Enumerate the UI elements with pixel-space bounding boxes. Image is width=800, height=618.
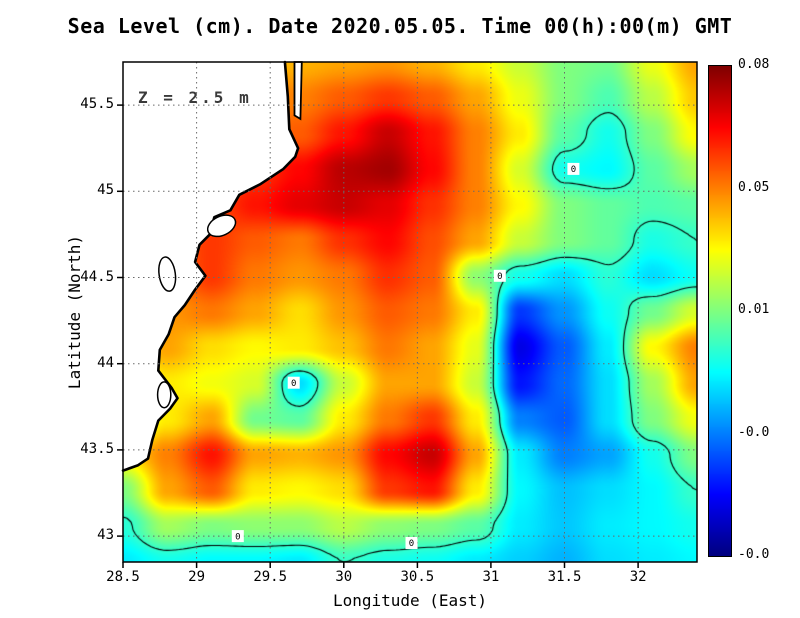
x-axis-label: Longitude (East) (332, 591, 488, 610)
y-axis-label: Latitude (North) (65, 234, 84, 390)
y-tick-label: 44.5 (80, 268, 114, 285)
colorbar-label: 0.08 (738, 57, 770, 72)
x-tick-label: 28.5 (106, 569, 140, 585)
x-tick-label: 29 (188, 569, 205, 585)
colorbar-label: 0.05 (738, 179, 770, 195)
y-tick-label: 45 (97, 182, 114, 199)
x-tick-label: 29.5 (253, 569, 288, 585)
y-tick-label: 45.5 (80, 96, 114, 113)
colorbar-label: -0.0 (738, 424, 770, 440)
y-tick-label: 43 (97, 527, 114, 544)
y-tick-label: 43.5 (80, 440, 114, 457)
colorbar-label: 0.01 (738, 302, 770, 317)
chart-title: Sea Level (cm). Date 2020.05.05. Time 00… (67, 14, 733, 38)
x-tick-label: 31 (482, 569, 500, 585)
heatmap-canvas (123, 62, 697, 562)
colorbar-gradient (708, 65, 732, 557)
depth-annotation: Z = 2.5 m (138, 88, 252, 107)
x-tick-label: 30 (335, 569, 353, 585)
x-tick-label: 31.5 (547, 569, 582, 585)
x-tick-label: 30.5 (400, 569, 435, 585)
colorbar-label: -0.0 (738, 547, 770, 562)
x-tick-label: 32 (629, 569, 647, 585)
y-tick-label: 44 (97, 354, 114, 371)
